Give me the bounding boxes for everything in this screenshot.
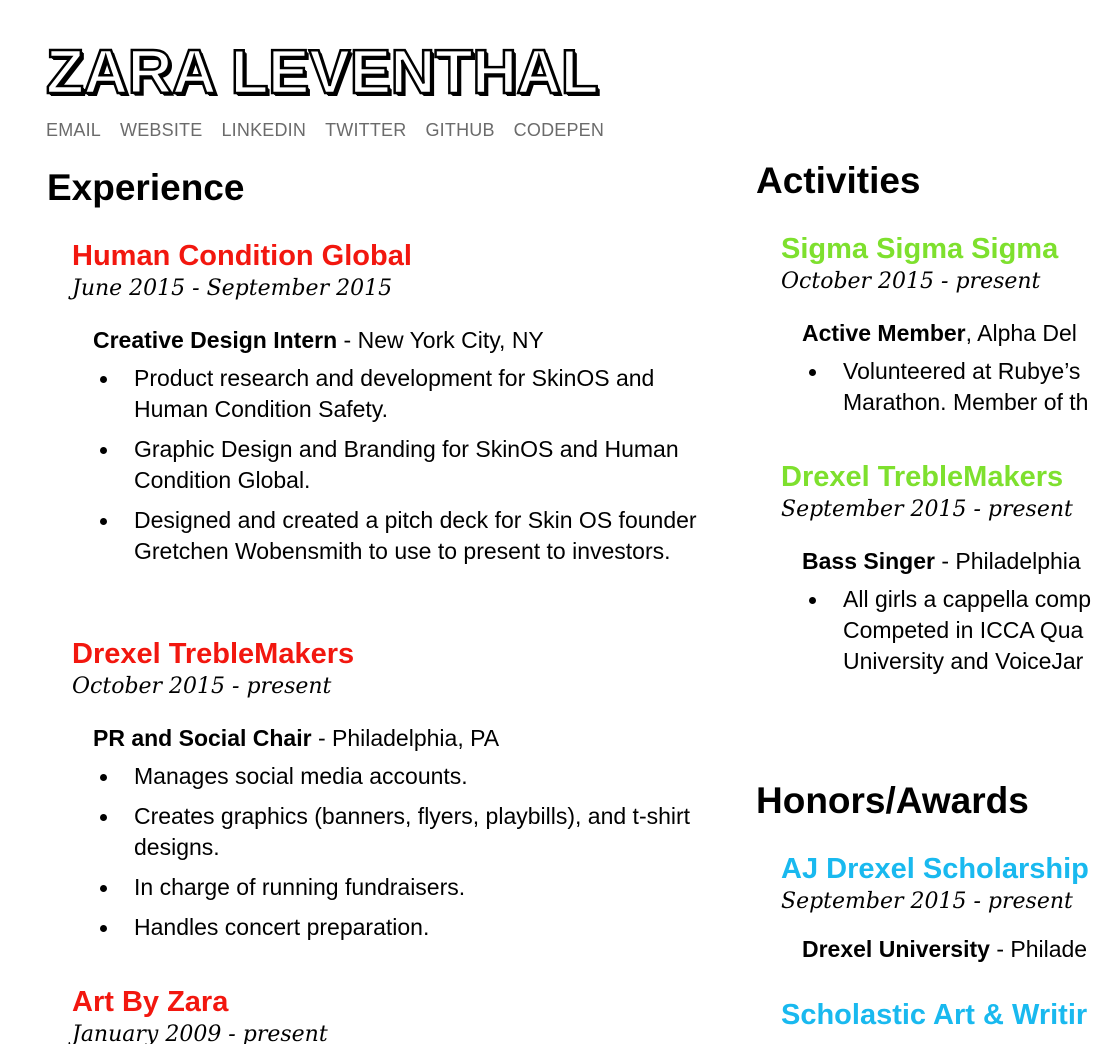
experience-date: October 2015 - present xyxy=(72,674,332,700)
experience-bullets: Product research and development for Ski… xyxy=(93,363,713,567)
honor-org: AJ Drexel Scholarship xyxy=(781,853,1089,885)
activity-role-line: Bass Singer - Philadelphia xyxy=(802,548,1106,575)
bullet-item: Creates graphics (banners, flyers, playb… xyxy=(93,801,693,863)
contact-links: EMAIL WEBSITE LINKEDIN TWITTER GITHUB CO… xyxy=(46,120,604,141)
activity-org: Sigma Sigma Sigma xyxy=(781,233,1059,265)
experience-org: Art By Zara xyxy=(72,986,229,1018)
experience-date: January 2009 - present xyxy=(72,1022,328,1044)
bullet-item: Product research and development for Ski… xyxy=(93,363,713,425)
activity-entry: Drexel TrebleMakers September 2015 - pre… xyxy=(781,461,1106,686)
honor-role-line: Drexel University - Philade xyxy=(802,936,1106,963)
bullet-item: In charge of running fundraisers. xyxy=(93,872,693,903)
experience-role: PR and Social Chair xyxy=(93,725,312,752)
email-link[interactable]: EMAIL xyxy=(46,120,102,140)
activity-bullets: All girls a cappella comp Competed in IC… xyxy=(802,584,1092,677)
experience-title: Experience xyxy=(47,167,245,208)
twitter-link[interactable]: TWITTER xyxy=(325,120,407,140)
activity-role: Active Member xyxy=(802,320,966,347)
honors-title: Honors/Awards xyxy=(756,780,1029,821)
activity-date: October 2015 - present xyxy=(781,269,1041,295)
experience-date: June 2015 - September 2015 xyxy=(72,276,393,302)
codepen-link[interactable]: CODEPEN xyxy=(513,120,605,140)
activity-bullets: Volunteered at Rubye’s Marathon. Member … xyxy=(802,356,1092,418)
honor-entry: AJ Drexel Scholarship September 2015 - p… xyxy=(781,853,1106,963)
experience-role-line: Creative Design Intern - New York City, … xyxy=(93,327,712,354)
bullet-item: Designed and created a pitch deck for Sk… xyxy=(93,505,713,567)
activity-location: , Alpha Del xyxy=(965,320,1077,347)
activity-role: Bass Singer xyxy=(802,548,935,575)
github-link[interactable]: GITHUB xyxy=(425,120,495,140)
activity-location: - Philadelphia xyxy=(934,548,1081,575)
activities-title: Activities xyxy=(756,160,921,201)
experience-org: Human Condition Global xyxy=(72,240,412,272)
experience-role: Creative Design Intern xyxy=(93,327,338,354)
website-link[interactable]: WEBSITE xyxy=(120,120,203,140)
linkedin-link[interactable]: LINKEDIN xyxy=(221,120,307,140)
activity-role-line: Active Member, Alpha Del xyxy=(802,320,1106,347)
bullet-item: Manages social media accounts. xyxy=(93,761,693,792)
experience-role-line: PR and Social Chair - Philadelphia, PA xyxy=(93,725,712,752)
honor-location: - Philade xyxy=(989,936,1088,963)
experience-location: - Philadelphia, PA xyxy=(311,725,500,752)
experience-entry: Art By Zara January 2009 - present xyxy=(72,986,712,1044)
bullet-item: Volunteered at Rubye’s Marathon. Member … xyxy=(802,356,1092,418)
experience-entry: Drexel TrebleMakers October 2015 - prese… xyxy=(72,638,712,952)
experience-bullets: Manages social media accounts. Creates g… xyxy=(93,761,693,943)
honor-org: Scholastic Art & Writir xyxy=(781,999,1088,1031)
honor-date: September 2015 - present xyxy=(781,889,1073,915)
bullet-item: All girls a cappella comp Competed in IC… xyxy=(802,584,1092,677)
experience-org: Drexel TrebleMakers xyxy=(72,638,355,670)
activity-org: Drexel TrebleMakers xyxy=(781,461,1064,493)
right-column: Activities Sigma Sigma Sigma October 201… xyxy=(756,0,1106,1044)
activity-entry: Sigma Sigma Sigma October 2015 - present… xyxy=(781,233,1106,427)
activity-date: September 2015 - present xyxy=(781,497,1073,523)
honor-entry: Scholastic Art & Writir xyxy=(781,999,1106,1032)
bullet-item: Handles concert preparation. xyxy=(93,912,693,943)
honor-role: Drexel University xyxy=(802,936,990,963)
bullet-item: Graphic Design and Branding for SkinOS a… xyxy=(93,434,713,496)
experience-location: - New York City, NY xyxy=(337,327,544,354)
resume-name: ZARA LEVENTHAL xyxy=(45,38,600,107)
experience-entry: Human Condition Global June 2015 - Septe… xyxy=(72,240,712,576)
